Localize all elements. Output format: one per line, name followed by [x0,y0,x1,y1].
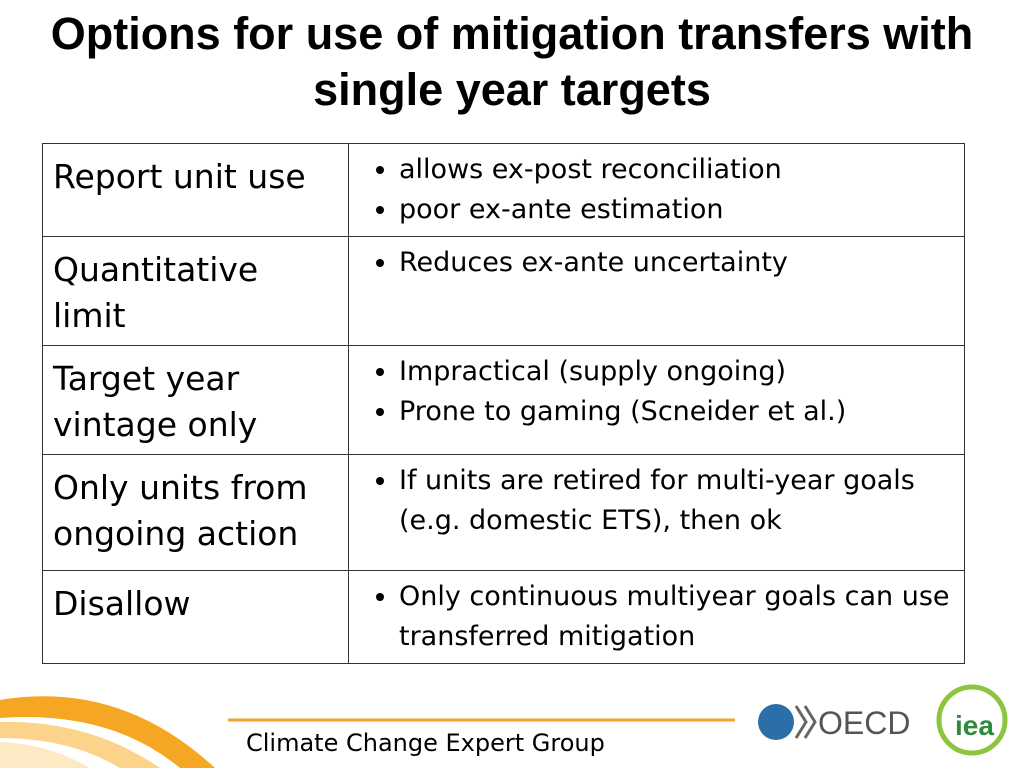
swoosh [0,696,215,768]
bullet-point: Reduces ex-ante uncertainty [399,243,954,283]
bullet-list: allows ex-post reconciliationpoor ex-ant… [359,150,954,230]
option-cell: Report unit use [42,143,349,237]
iea-ring [936,684,1008,756]
option-cell: Quantitative limit [42,236,349,346]
decoration: OECD iea [0,684,1008,768]
footer-text: Climate Change Expert Group [246,729,605,757]
bullet-point: allows ex-post reconciliation [399,150,954,190]
option-cell: Disallow [42,570,349,664]
bullet-list: If units are retired for multi-year goal… [359,461,954,541]
bullet-list: Only continuous multiyear goals can use … [359,577,954,657]
options-table: Report unit useallows ex-post reconcilia… [42,143,965,664]
bullet-point: poor ex-ante estimation [399,190,954,230]
oecd-logo: OECD [818,705,910,741]
points-cell: Impractical (supply ongoing)Prone to gam… [348,345,965,455]
oecd-chevrons [794,705,817,739]
table-row: Only units from ongoing action If units a… [42,454,965,571]
table-row: Target year vintage onlyImpractical (sup… [42,345,965,455]
bullet-list: Reduces ex-ante uncertainty [359,243,954,283]
swoosh [0,721,160,768]
iea-logo: iea [955,710,994,741]
bullet-point: Impractical (supply ongoing) [399,352,954,392]
points-cell: allows ex-post reconciliationpoor ex-ant… [348,143,965,237]
table-row: Report unit useallows ex-post reconcilia… [42,143,965,237]
points-cell: If units are retired for multi-year goal… [348,454,965,571]
table-row: Disallow Only continuous multiyear goals … [42,570,965,664]
oecd-globe [758,704,794,740]
points-cell: Reduces ex-ante uncertainty [348,236,965,346]
bullet-point: Only continuous multiyear goals can use … [399,577,954,657]
points-cell: Only continuous multiyear goals can use … [348,570,965,664]
bullet-list: Impractical (supply ongoing)Prone to gam… [359,352,954,432]
swoosh [0,742,90,768]
slide-title: Options for use of mitigation transfers … [50,8,974,115]
bullet-point: If units are retired for multi-year goal… [399,461,954,541]
option-cell: Target year vintage only [42,345,349,455]
option-cell: Only units from ongoing action [42,454,349,571]
bullet-point: Prone to gaming (Scneider et al.) [399,392,954,432]
table-row: Quantitative limit Reduces ex-ante uncert… [42,236,965,346]
